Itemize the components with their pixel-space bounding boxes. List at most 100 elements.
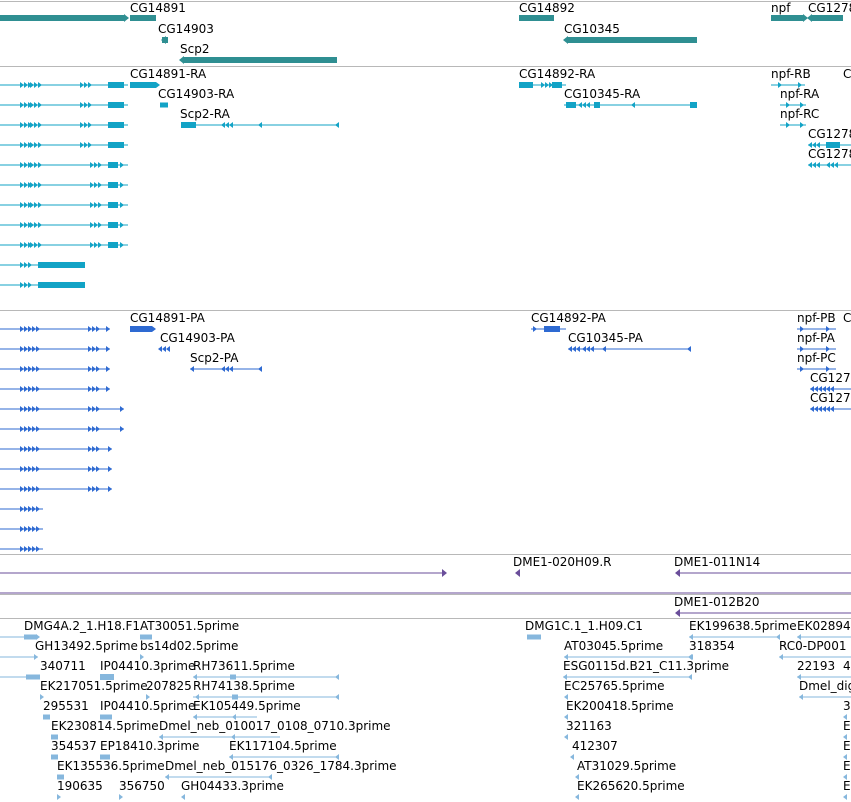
strand-arrow-right	[156, 82, 160, 88]
strand-arrow-right	[20, 346, 24, 352]
strand-arrow-right	[84, 122, 88, 128]
strand-arrow-left	[830, 386, 834, 392]
strand-arrow-right	[32, 546, 36, 552]
strand-arrow-right	[28, 486, 32, 492]
strand-arrow-right	[32, 466, 36, 472]
feature-bar	[826, 142, 840, 148]
strand-arrow-right	[24, 182, 28, 188]
feature-bar	[108, 182, 118, 188]
strand-arrow-left	[221, 366, 225, 372]
strand-arrow-right	[94, 182, 98, 188]
strand-arrow-right	[120, 202, 124, 208]
strand-arrow-right	[92, 466, 96, 472]
strand-arrow-right	[96, 346, 100, 352]
strand-arrow-right	[96, 446, 100, 452]
clone-track: DME1-020H09.R DME1-011N14 DME1-012B20	[0, 555, 851, 617]
strand-arrow-right	[88, 346, 92, 352]
strand-arrow-right	[90, 182, 94, 188]
gene-arrow	[563, 36, 568, 44]
strand-arrow-right	[28, 282, 32, 288]
strand-arrow-right	[32, 366, 36, 372]
feature-bar	[108, 122, 124, 128]
strand-arrow-left	[563, 674, 567, 680]
est-label: RH73611.5prime	[193, 659, 295, 673]
strand-arrow-left	[231, 734, 235, 740]
feature-bar	[232, 694, 238, 700]
strand-arrow-right	[36, 546, 40, 552]
track-separators	[0, 1, 851, 619]
clone-label: DME1-011N14	[674, 555, 760, 569]
est-label: AT30051.5prime	[140, 619, 239, 633]
strand-arrow-left	[586, 346, 590, 352]
strand-arrow-right	[20, 142, 24, 148]
est-label: DMG1C.1_1.H09.C1	[525, 619, 643, 633]
strand-arrow-right	[30, 102, 34, 108]
strand-arrow-right	[38, 182, 42, 188]
strand-arrow-left	[689, 634, 693, 640]
gene-label: CG14903	[158, 22, 214, 36]
gene-arrow	[807, 14, 812, 22]
strand-arrow-left	[181, 794, 185, 800]
strand-arrow-right	[24, 346, 28, 352]
strand-arrow-right	[36, 446, 40, 452]
strand-arrow-right	[120, 222, 124, 228]
feature-bar	[24, 634, 36, 640]
feature-bar	[100, 714, 112, 720]
strand-arrow-right	[20, 366, 24, 372]
est-label: 207825	[146, 679, 192, 693]
strand-arrow-left	[808, 142, 812, 148]
strand-arrow-right	[96, 426, 100, 432]
est-label: ESG0115d.B21_C11.3prime	[563, 659, 729, 673]
strand-arrow-right	[90, 202, 94, 208]
est-label: E	[843, 719, 851, 733]
strand-arrow-right	[20, 202, 24, 208]
feature-bar	[594, 102, 600, 108]
strand-arrow-right	[826, 346, 830, 352]
strand-arrow-right	[108, 466, 112, 472]
strand-arrow-right	[24, 162, 28, 168]
strand-arrow-right	[92, 406, 96, 412]
strand-arrow-left	[776, 634, 780, 640]
strand-arrow-right	[88, 446, 92, 452]
transcript-label: CG14892-RA	[519, 67, 596, 81]
feature-bar	[108, 82, 124, 88]
transcript-label: npf-RB	[771, 67, 811, 81]
strand-arrow-right	[120, 406, 124, 412]
est-label: IP04410.3prime	[100, 659, 195, 673]
strand-arrow-right	[80, 122, 84, 128]
strand-arrow-right	[20, 262, 24, 268]
strand-arrow-right	[786, 122, 790, 128]
strand-arrow-right	[34, 102, 38, 108]
transcript-label: CG14891-RA	[130, 67, 207, 81]
strand-arrow-left	[576, 346, 580, 352]
strand-arrow-right	[24, 142, 28, 148]
feature-bar	[181, 122, 196, 128]
strand-arrow-left	[564, 694, 568, 700]
strand-arrow-left	[159, 734, 163, 740]
transcript-label: CG1278	[808, 127, 851, 141]
gene-bar	[568, 37, 697, 43]
strand-arrow-right	[20, 282, 24, 288]
est-label: AT03045.5prime	[564, 639, 663, 653]
strand-arrow-right	[24, 386, 28, 392]
strand-arrow-right	[800, 346, 804, 352]
feature-bar	[160, 102, 168, 108]
gene-bar	[812, 15, 843, 21]
feature-bar	[527, 634, 541, 640]
est-label: EK135536.5prime	[57, 759, 165, 773]
strand-arrow-right	[28, 386, 32, 392]
est-label: EK02894	[797, 619, 851, 633]
strand-arrow-right	[32, 346, 36, 352]
strand-arrow-right	[90, 222, 94, 228]
strand-arrow-right	[28, 426, 32, 432]
protein-label: CG127	[810, 391, 851, 405]
gene-bar	[130, 15, 156, 21]
strand-arrow-right	[34, 82, 38, 88]
protein-label: C	[843, 311, 851, 325]
strand-arrow-right	[57, 794, 61, 800]
strand-arrow-left	[221, 122, 225, 128]
strand-arrow-right	[24, 406, 28, 412]
strand-arrow-left	[810, 406, 814, 412]
gene-arrow	[124, 14, 129, 22]
